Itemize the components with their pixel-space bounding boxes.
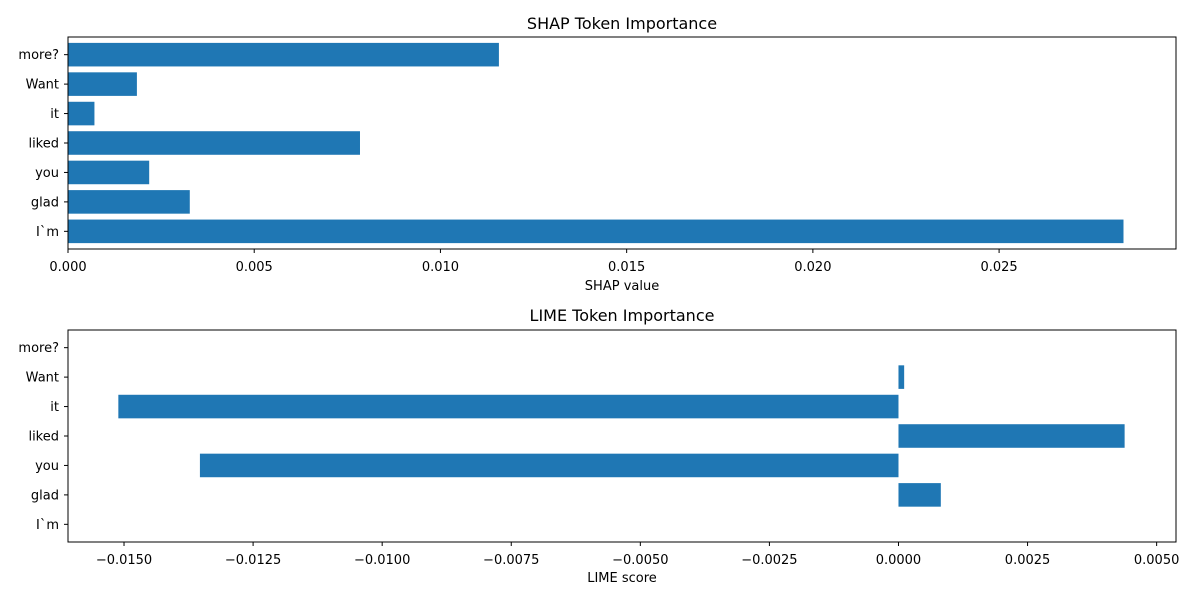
shap-y-tick-label: Want (26, 78, 59, 93)
shap-x-tick-label: 0.005 (236, 260, 273, 275)
shap-bar-4 (68, 101, 95, 126)
lime-bar-4 (118, 394, 899, 419)
lime-x-tick-label: 0.0050 (1134, 553, 1180, 568)
shap-y-tick-label: glad (31, 195, 59, 210)
shap-y-tick-label: you (35, 166, 59, 181)
lime-x-tick-label: −0.0050 (612, 553, 668, 568)
shap-y-tick-label: I`m (36, 225, 59, 240)
shap-x-tick-label: 0.020 (794, 260, 831, 275)
shap-bars (68, 42, 1124, 244)
shap-x-tick-label: 0.025 (980, 260, 1017, 275)
lime-y-tick-label: glad (31, 488, 59, 503)
shap-x-axis-label: SHAP value (585, 279, 659, 294)
lime-x-axis-label: LIME score (587, 571, 657, 586)
lime-bars (118, 365, 1125, 507)
shap-chart: SHAP Token Importance I`m glad you liked it W… (18, 14, 1177, 294)
lime-y-axis-ticks: I`m glad you liked it Want more? (18, 341, 68, 533)
lime-x-tick-label: 0.0000 (876, 553, 922, 568)
lime-chart: LIME Token Importance I`m glad you liked it W… (18, 306, 1179, 586)
shap-y-tick-label: it (50, 107, 59, 122)
shap-x-tick-label: 0.010 (422, 260, 459, 275)
shap-y-axis-ticks: I`m glad you liked it Want more? (18, 48, 68, 240)
lime-x-tick-label: 0.0025 (1005, 553, 1051, 568)
lime-plot-frame (67, 329, 1177, 543)
shap-plot-frame (67, 36, 1177, 250)
shap-x-tick-label: 0.000 (49, 260, 86, 275)
lime-bar-3 (898, 424, 1125, 448)
lime-x-axis-ticks: −0.0150 −0.0125 −0.0100 −0.0075 −0.0050 −0.00… (96, 542, 1180, 568)
lime-x-tick-label: −0.0075 (483, 553, 539, 568)
lime-x-tick-label: −0.0100 (354, 553, 410, 568)
lime-x-tick-label: −0.0150 (96, 553, 152, 568)
shap-y-tick-label: liked (28, 137, 59, 152)
lime-y-tick-label: liked (28, 430, 59, 445)
lime-x-tick-label: −0.0125 (225, 553, 281, 568)
shap-x-tick-label: 0.015 (608, 260, 645, 275)
lime-y-tick-label: it (50, 400, 59, 415)
lime-x-tick-label: −0.0025 (741, 553, 797, 568)
shap-bar-3 (68, 131, 360, 155)
lime-y-tick-label: you (35, 459, 59, 474)
shap-x-axis-ticks: 0.000 0.005 0.010 0.015 0.020 0.025 (49, 249, 1018, 275)
shap-bar-1 (68, 190, 190, 214)
shap-bar-2 (68, 160, 150, 185)
lime-bar-1 (898, 483, 941, 507)
lime-y-tick-label: more? (18, 341, 59, 356)
lime-bar-2 (199, 453, 899, 478)
shap-bar-6 (68, 42, 499, 67)
lime-chart-title: LIME Token Importance (530, 306, 715, 325)
lime-y-tick-label: Want (26, 371, 59, 386)
shap-bar-5 (68, 72, 137, 96)
shap-bar-0 (68, 219, 1124, 244)
shap-chart-title: SHAP Token Importance (527, 14, 717, 33)
shap-y-tick-label: more? (18, 48, 59, 63)
lime-y-tick-label: I`m (36, 518, 59, 533)
lime-bar-5 (898, 365, 905, 389)
